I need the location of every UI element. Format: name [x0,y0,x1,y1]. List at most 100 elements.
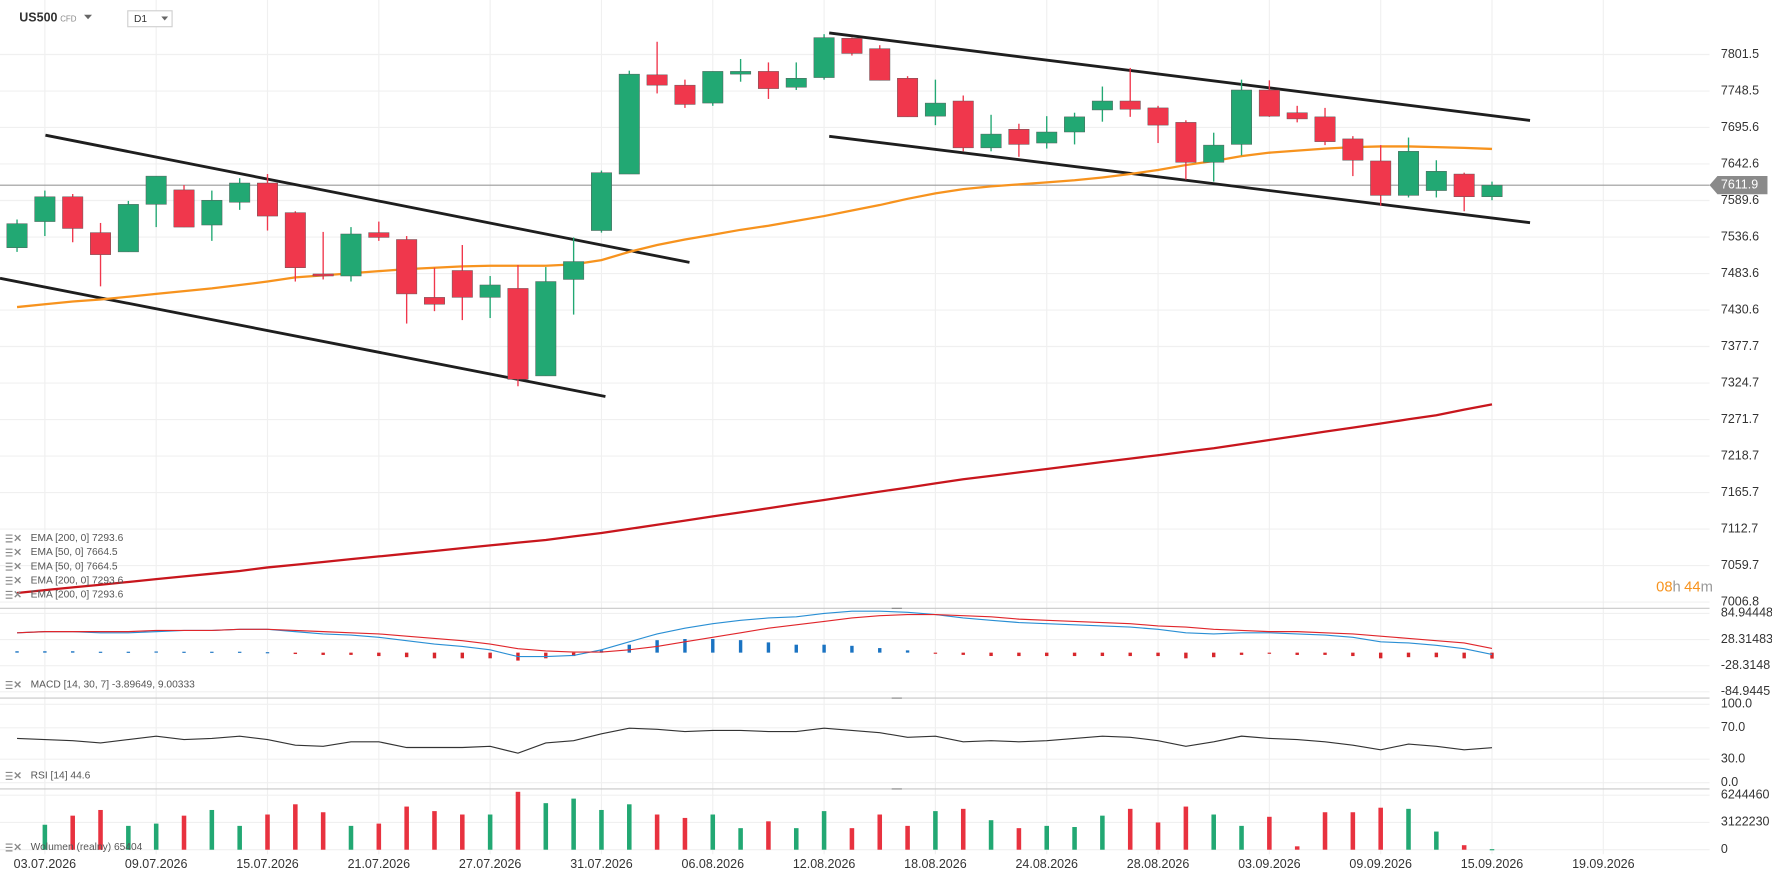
legend-close-icon[interactable] [14,843,21,851]
macd-histogram-bar [1072,652,1077,657]
x-tick-label: 03.09.2026 [1238,857,1301,871]
volume-bar [70,815,75,850]
legend-close-icon[interactable] [14,681,21,688]
separator-handles [891,607,902,790]
candle-body [90,232,111,255]
macd-histogram-bar [182,651,186,653]
candle-body [145,175,167,205]
macd-histogram-bar [349,652,353,655]
y-tick-label: -28.3148 [1721,658,1770,672]
legend-entry: EMA [200, 0] 7293.6 [31,575,124,586]
legend-entry: EMA [200, 0] 7293.6 [31,590,124,601]
legend-menu-icon[interactable] [5,548,13,557]
macd-histogram-bar [738,640,743,653]
volume-bar [1434,831,1439,850]
macd-histogram-bar [989,652,993,657]
macd-histogram-bar [878,648,882,653]
candle-body [1064,116,1086,133]
legend-close-icon[interactable] [14,534,21,542]
volume-bar [515,791,521,850]
macd-histogram-bar [961,652,965,655]
macd-histogram-bar [1406,652,1411,658]
legend-entry: Wolumen (realny) 65404 [31,842,143,853]
legend-close-icon[interactable] [14,590,21,598]
y-tick-label: 7642.6 [1721,156,1759,170]
timeframe[interactable]: D1 [134,14,147,25]
legend-menu-icon[interactable] [5,843,13,852]
legend-menu-icon[interactable] [5,681,13,689]
volume-bar [1044,825,1050,850]
candle-body [1175,122,1197,163]
legend-entry: MACD [14, 30, 7] -3.89649, 9.00333 [31,680,195,691]
trend-line[interactable] [829,31,1531,122]
legend-menu-icon[interactable] [5,771,13,780]
legend-close-icon[interactable] [14,576,21,584]
candle-body [980,133,1002,149]
macd-histogram-bar [237,651,242,653]
x-tick-label: 15.07.2026 [236,857,299,871]
volume-bar [1211,814,1216,850]
candle-body [257,182,278,217]
candle-body [952,100,974,149]
panel-separators [0,607,1710,790]
macd-line [17,614,1493,653]
candle-body [1008,129,1030,145]
candle-body [479,284,501,298]
legend-menu-icon[interactable] [5,576,13,585]
volume-bar [1461,845,1467,850]
y-tick-label: 7324.7 [1721,375,1759,389]
macd-histogram-bar [933,652,938,654]
volume-bar [710,814,716,850]
macd-histogram-bar [460,652,465,659]
trend-line[interactable] [829,134,1531,225]
legend-menu-icon[interactable] [5,534,13,543]
macd-histogram-bar [1462,652,1466,659]
countdown-unit: h [1673,579,1681,595]
macd-histogram-bar [627,644,631,653]
ema-line [16,403,1493,595]
volume-bar [320,812,326,850]
y-tick-label: 0.0 [1721,775,1738,789]
macd-histogram-bar [1100,652,1105,657]
symbol[interactable]: US500 [19,10,57,24]
volume-bar [1322,812,1328,850]
macd-histogram-bar [1490,652,1494,659]
last-price-label: 7611.9 [1721,177,1758,191]
timeframe-dropdown[interactable] [161,16,169,21]
legend-close-icon[interactable] [14,562,21,570]
macd-histogram-bar [1378,652,1383,659]
symbol-dropdown[interactable] [84,14,93,20]
y-tick-label: -84.9445 [1721,684,1770,698]
x-tick-label: 12.08.2026 [793,857,856,871]
candle-body [897,78,919,118]
candle-body [117,204,139,253]
y-tick-label: 70.0 [1721,720,1745,734]
y-tick-label: 7059.7 [1721,558,1759,572]
volume-bar [849,828,855,850]
legend-menu-icon[interactable] [5,590,13,599]
y-tick-label: 7801.5 [1721,47,1759,61]
marks-layer [6,34,1503,851]
trend-line[interactable] [45,133,690,264]
macd-histogram-bar [70,651,75,653]
candle-body [1258,89,1280,117]
volume-bar [376,823,382,850]
candle-body [618,73,640,175]
volume-bar [1100,815,1105,850]
legend-close-icon[interactable] [14,548,21,556]
candle-body [1425,171,1447,191]
volume-bar [654,814,660,850]
trend-lines [0,31,1531,398]
trend-line[interactable] [0,276,606,398]
candle-body [702,71,724,104]
candle-body [535,281,557,377]
timeframe-box[interactable] [127,10,173,28]
x-tick-label: 27.07.2026 [459,857,522,871]
legend-close-icon[interactable] [14,772,21,779]
y-tick-label: 7430.6 [1721,302,1759,316]
y-tick-label: 7748.5 [1721,83,1759,97]
volume-bar [905,825,910,850]
legend-menu-icon[interactable] [5,562,13,571]
volume-bar [1155,822,1161,850]
volume-bar [487,814,493,850]
